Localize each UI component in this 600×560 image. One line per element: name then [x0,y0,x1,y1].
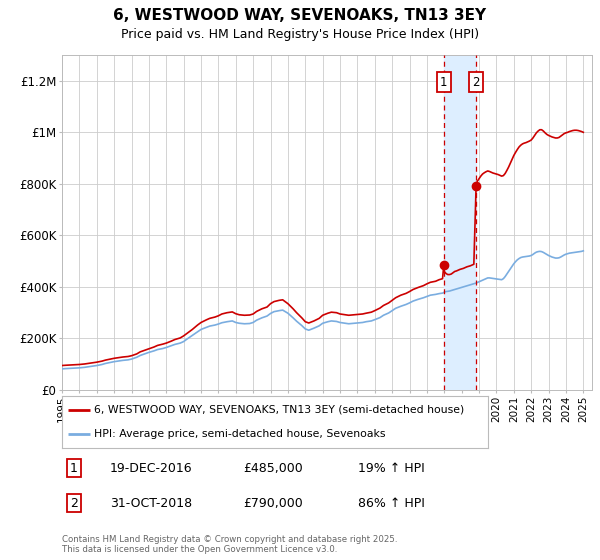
Text: 1: 1 [70,461,78,475]
Text: 19% ↑ HPI: 19% ↑ HPI [358,461,425,475]
Text: 1: 1 [440,76,448,88]
Text: 19-DEC-2016: 19-DEC-2016 [110,461,193,475]
Text: HPI: Average price, semi-detached house, Sevenoaks: HPI: Average price, semi-detached house,… [94,430,385,440]
Text: 31-OCT-2018: 31-OCT-2018 [110,497,192,510]
Text: 86% ↑ HPI: 86% ↑ HPI [358,497,425,510]
Text: 6, WESTWOOD WAY, SEVENOAKS, TN13 3EY (semi-detached house): 6, WESTWOOD WAY, SEVENOAKS, TN13 3EY (se… [94,404,464,414]
Text: £790,000: £790,000 [244,497,304,510]
Text: 2: 2 [70,497,78,510]
Text: £485,000: £485,000 [244,461,304,475]
Text: Price paid vs. HM Land Registry's House Price Index (HPI): Price paid vs. HM Land Registry's House … [121,28,479,41]
Text: Contains HM Land Registry data © Crown copyright and database right 2025.
This d: Contains HM Land Registry data © Crown c… [62,535,398,554]
Text: 2: 2 [472,76,480,88]
Bar [444,55,476,390]
Text: 6, WESTWOOD WAY, SEVENOAKS, TN13 3EY: 6, WESTWOOD WAY, SEVENOAKS, TN13 3EY [113,8,487,23]
